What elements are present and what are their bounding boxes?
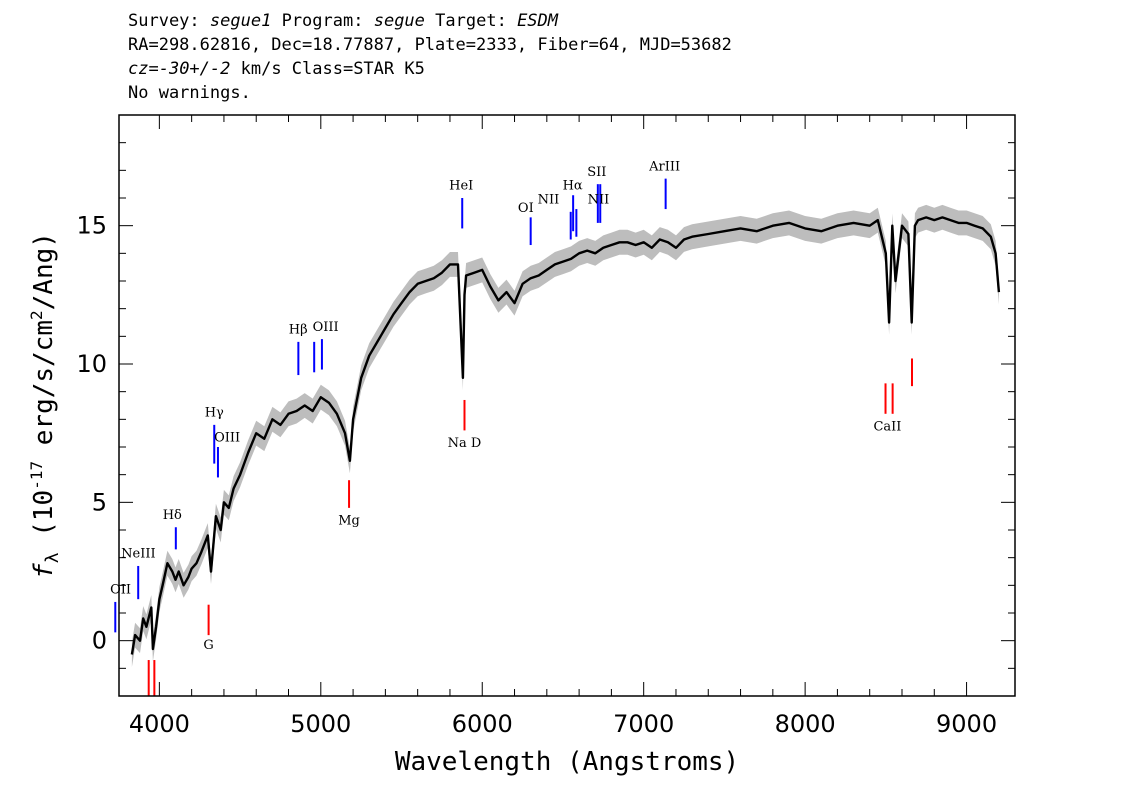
y-axis-title-part: erg/s/cm (29, 320, 59, 461)
emission-label-8: OI (518, 201, 534, 216)
survey-label: Survey: (128, 11, 200, 31)
header-line-1: Survey: segue1 Program: segue Target: ES… (128, 10, 558, 32)
y-tick-label-0: 0 (92, 627, 107, 655)
y-axis-title: fλ (10-17 erg/s/cm2/Ang) (27, 232, 63, 579)
x-tick-label-4: 8000 (775, 710, 836, 738)
emission-label-3: Hγ (205, 406, 224, 421)
header-coords: RA=298.62816, Dec=18.77887, Plate=2333, … (128, 35, 732, 55)
x-tick-label-2: 6000 (452, 710, 513, 738)
emission-label-10: Hα (563, 179, 583, 194)
emission-label-6: OIII (313, 320, 339, 335)
header-line-3: cz=-30+/-2 km/s Class=STAR K5 (128, 58, 425, 80)
target-label: Target: (435, 11, 507, 31)
y-axis-title-part: 2 (27, 310, 46, 320)
y-axis-title-part: -17 (27, 461, 46, 490)
emission-label-2: Hδ (163, 508, 182, 523)
y-tick-label-3: 15 (76, 212, 107, 240)
emission-label-12: SII (587, 165, 606, 180)
x-tick-label-1: 5000 (290, 710, 351, 738)
y-tick-label-2: 10 (76, 350, 107, 378)
emission-label-13: ArIII (648, 159, 680, 174)
y-axis-title-part: λ (42, 552, 63, 563)
cz-value: -30+/-2 (158, 59, 231, 79)
absorption-label-3: CaII (873, 419, 901, 434)
absorption-label-1: Mg (338, 513, 360, 528)
header-warnings: No warnings. (128, 83, 251, 103)
y-axis-title-part: /Ang) (29, 232, 59, 310)
cz-rest: km/s Class=STAR K5 (230, 59, 425, 79)
x-tick-label-0: 4000 (129, 710, 190, 738)
x-tick-label-3: 7000 (613, 710, 674, 738)
emission-label-11: NII (588, 193, 610, 208)
emission-label-0: OII (110, 583, 131, 598)
spectrum-line (130, 216, 1001, 655)
emission-label-5: Hβ (289, 323, 308, 338)
plot-frame (118, 114, 1016, 697)
emission-label-4: OIII (214, 430, 240, 445)
emission-label-9: NII (538, 193, 560, 208)
program-label: Program: (281, 11, 364, 31)
y-tick-label-1: 5 (92, 488, 107, 516)
target-value: ESDM (517, 11, 559, 31)
y-axis-title-part: f (29, 563, 59, 579)
series-group (130, 216, 1001, 655)
emission-label-7: HeI (449, 179, 473, 194)
absorption-label-2: Na D (448, 436, 482, 451)
survey-value: segue1 (209, 11, 272, 31)
cz-label: cz= (128, 59, 159, 79)
program-value: segue (373, 11, 425, 31)
axes-group: 4000 5000 6000 7000 8000 9000 0 5 10 15 Wavelength… (27, 114, 1016, 777)
y-axis-title-part: (10 (29, 490, 59, 553)
absorption-label-0: G (203, 638, 213, 653)
x-tick-label-5: 9000 (936, 710, 997, 738)
x-axis-title: Wavelength (Angstroms) (395, 747, 739, 777)
emission-label-1: NeIII (121, 547, 155, 562)
